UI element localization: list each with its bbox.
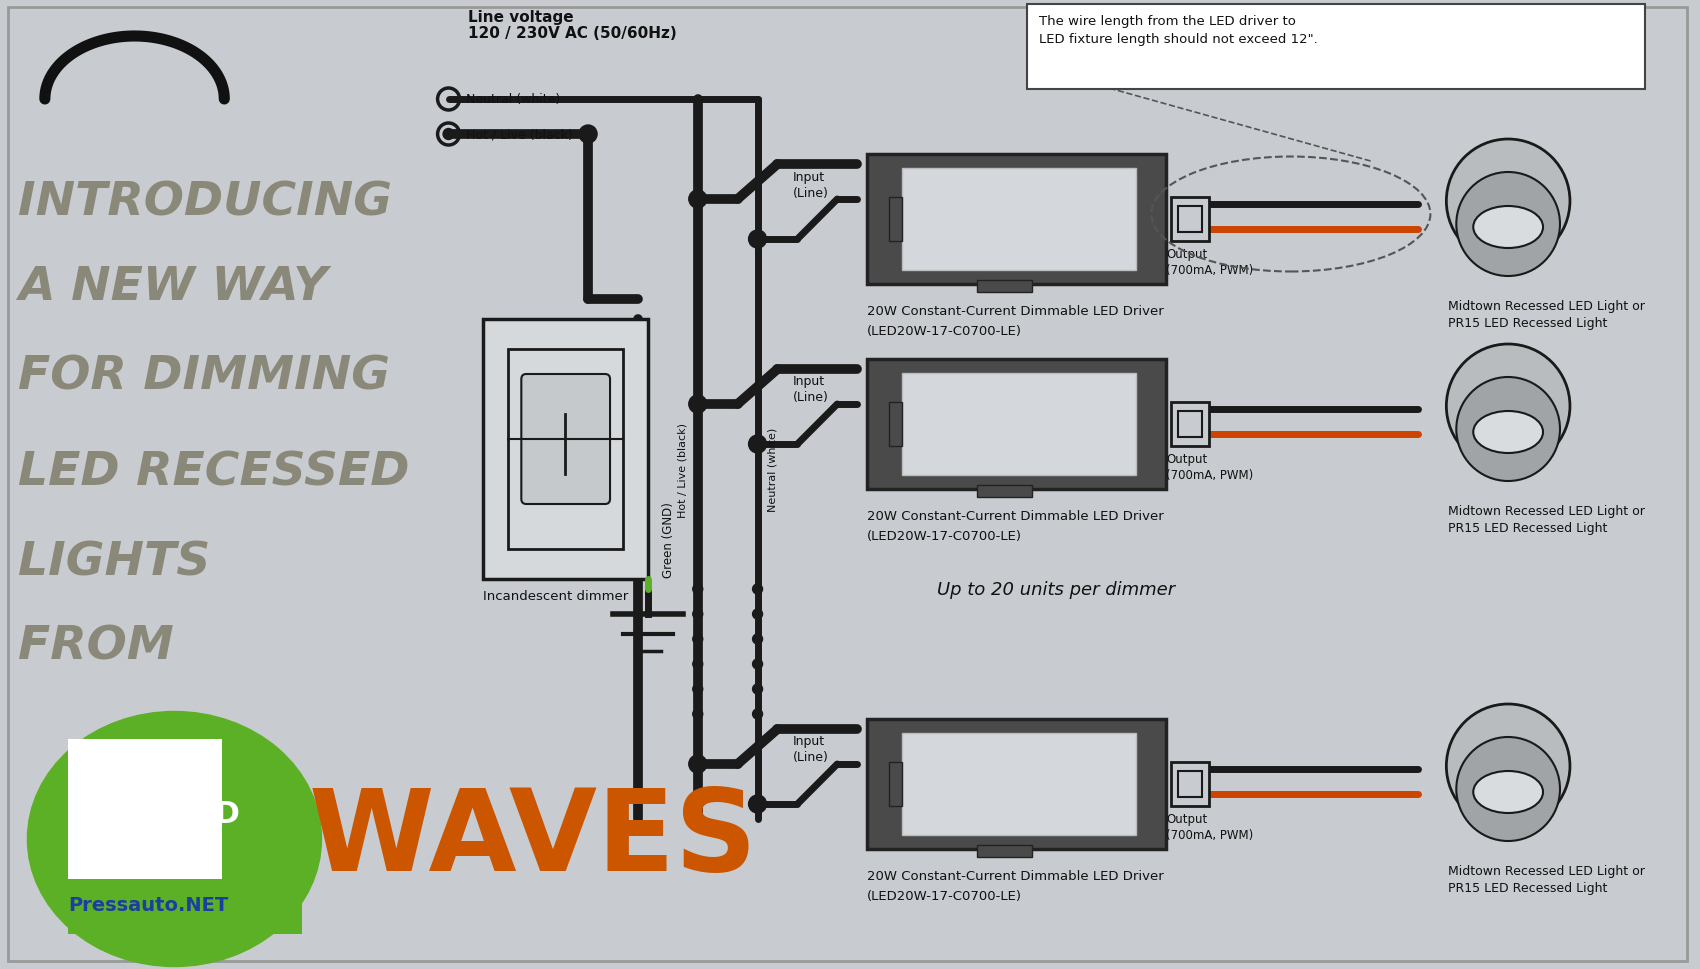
Text: 20W Constant-Current Dimmable LED Driver: 20W Constant-Current Dimmable LED Driver xyxy=(867,510,1164,522)
Text: INTRODUCING: INTRODUCING xyxy=(19,180,393,225)
Bar xyxy=(1178,771,1202,797)
Bar xyxy=(889,763,903,806)
Circle shape xyxy=(748,796,767,813)
Bar xyxy=(867,719,1166,849)
Text: Input
(Line): Input (Line) xyxy=(792,171,828,200)
Bar xyxy=(1178,412,1202,438)
Ellipse shape xyxy=(27,712,321,966)
Circle shape xyxy=(1457,378,1561,482)
Circle shape xyxy=(694,684,702,694)
Text: Output
(700mA, PWM): Output (700mA, PWM) xyxy=(1166,453,1253,482)
Bar xyxy=(903,169,1136,270)
Circle shape xyxy=(748,231,767,249)
Circle shape xyxy=(1447,704,1571,828)
Text: 20W Constant-Current Dimmable LED Driver: 20W Constant-Current Dimmable LED Driver xyxy=(867,304,1164,318)
Bar xyxy=(903,374,1136,476)
Text: Hot / Live (black): Hot / Live (black) xyxy=(466,128,573,141)
Circle shape xyxy=(688,191,707,208)
Ellipse shape xyxy=(1474,206,1544,249)
Circle shape xyxy=(753,610,763,619)
Text: (LED20W-17-C0700-LE): (LED20W-17-C0700-LE) xyxy=(867,325,1022,337)
Bar xyxy=(977,845,1032,858)
Text: Midtown Recessed LED Light or
PR15 LED Recessed Light: Midtown Recessed LED Light or PR15 LED R… xyxy=(1448,864,1646,894)
Circle shape xyxy=(694,709,702,719)
Circle shape xyxy=(753,659,763,670)
Circle shape xyxy=(1447,140,1571,264)
Circle shape xyxy=(694,610,702,619)
FancyBboxPatch shape xyxy=(483,320,648,579)
Bar xyxy=(1171,763,1209,806)
Text: FROM: FROM xyxy=(19,624,173,670)
Text: 120 / 230V AC (50/60Hz): 120 / 230V AC (50/60Hz) xyxy=(469,26,677,41)
Bar xyxy=(889,402,903,447)
Text: Midtown Recessed LED Light or
PR15 LED Recessed Light: Midtown Recessed LED Light or PR15 LED R… xyxy=(1448,505,1646,535)
Text: LIGHTS: LIGHTS xyxy=(19,540,211,584)
Circle shape xyxy=(1447,345,1571,469)
Text: (LED20W-17-C0700-LE): (LED20W-17-C0700-LE) xyxy=(867,529,1022,543)
Circle shape xyxy=(1457,172,1561,277)
Circle shape xyxy=(1457,737,1561,841)
Bar xyxy=(68,879,303,934)
Text: Pressauto.NET: Pressauto.NET xyxy=(68,895,228,914)
Text: Output
(700mA, PWM): Output (700mA, PWM) xyxy=(1166,812,1253,841)
Text: Input
(Line): Input (Line) xyxy=(792,735,828,764)
Circle shape xyxy=(688,395,707,414)
Text: (LED20W-17-C0700-LE): (LED20W-17-C0700-LE) xyxy=(867,890,1022,902)
Bar xyxy=(867,359,1166,489)
Bar xyxy=(68,739,223,934)
Text: Input
(Line): Input (Line) xyxy=(792,375,828,404)
Text: Line voltage: Line voltage xyxy=(469,10,575,25)
Text: WAVES: WAVES xyxy=(309,784,758,894)
Text: LED RECESSED: LED RECESSED xyxy=(19,450,410,494)
Circle shape xyxy=(753,709,763,719)
Circle shape xyxy=(694,584,702,594)
Ellipse shape xyxy=(1474,412,1544,453)
Text: Output
(700mA, PWM): Output (700mA, PWM) xyxy=(1166,248,1253,277)
Text: ED: ED xyxy=(194,799,240,828)
Circle shape xyxy=(580,126,597,143)
Circle shape xyxy=(694,659,702,670)
Text: Black: Black xyxy=(614,353,627,387)
Circle shape xyxy=(753,684,763,694)
Bar xyxy=(1171,198,1209,241)
Bar xyxy=(1178,206,1202,233)
Text: Midtown Recessed LED Light or
PR15 LED Recessed Light: Midtown Recessed LED Light or PR15 LED R… xyxy=(1448,299,1646,329)
Bar xyxy=(1171,402,1209,447)
Circle shape xyxy=(688,755,707,773)
Bar xyxy=(889,198,903,241)
FancyBboxPatch shape xyxy=(522,375,610,505)
Text: Incandescent dimmer: Incandescent dimmer xyxy=(483,589,629,603)
Circle shape xyxy=(748,435,767,453)
Ellipse shape xyxy=(1474,771,1544,813)
Text: Hot / Live (black): Hot / Live (black) xyxy=(678,422,689,517)
Bar xyxy=(1027,5,1644,90)
Bar xyxy=(977,485,1032,497)
Bar xyxy=(903,734,1136,835)
Circle shape xyxy=(694,635,702,644)
Text: Up to 20 units per dimmer: Up to 20 units per dimmer xyxy=(937,580,1175,599)
Circle shape xyxy=(753,584,763,594)
Text: Green (GND): Green (GND) xyxy=(661,502,675,578)
Text: A NEW WAY: A NEW WAY xyxy=(19,265,328,310)
Text: The wire length from the LED driver to
LED fixture length should not exceed 12".: The wire length from the LED driver to L… xyxy=(1039,15,1318,46)
Text: Neutral (white): Neutral (white) xyxy=(767,427,777,512)
Circle shape xyxy=(444,130,454,141)
Text: 20W Constant-Current Dimmable LED Driver: 20W Constant-Current Dimmable LED Driver xyxy=(867,869,1164,882)
Bar xyxy=(977,281,1032,293)
Text: Neutral (white): Neutral (white) xyxy=(466,93,561,107)
Bar xyxy=(867,155,1166,285)
Text: FOR DIMMING: FOR DIMMING xyxy=(19,355,389,399)
FancyBboxPatch shape xyxy=(508,350,622,549)
Circle shape xyxy=(753,635,763,644)
